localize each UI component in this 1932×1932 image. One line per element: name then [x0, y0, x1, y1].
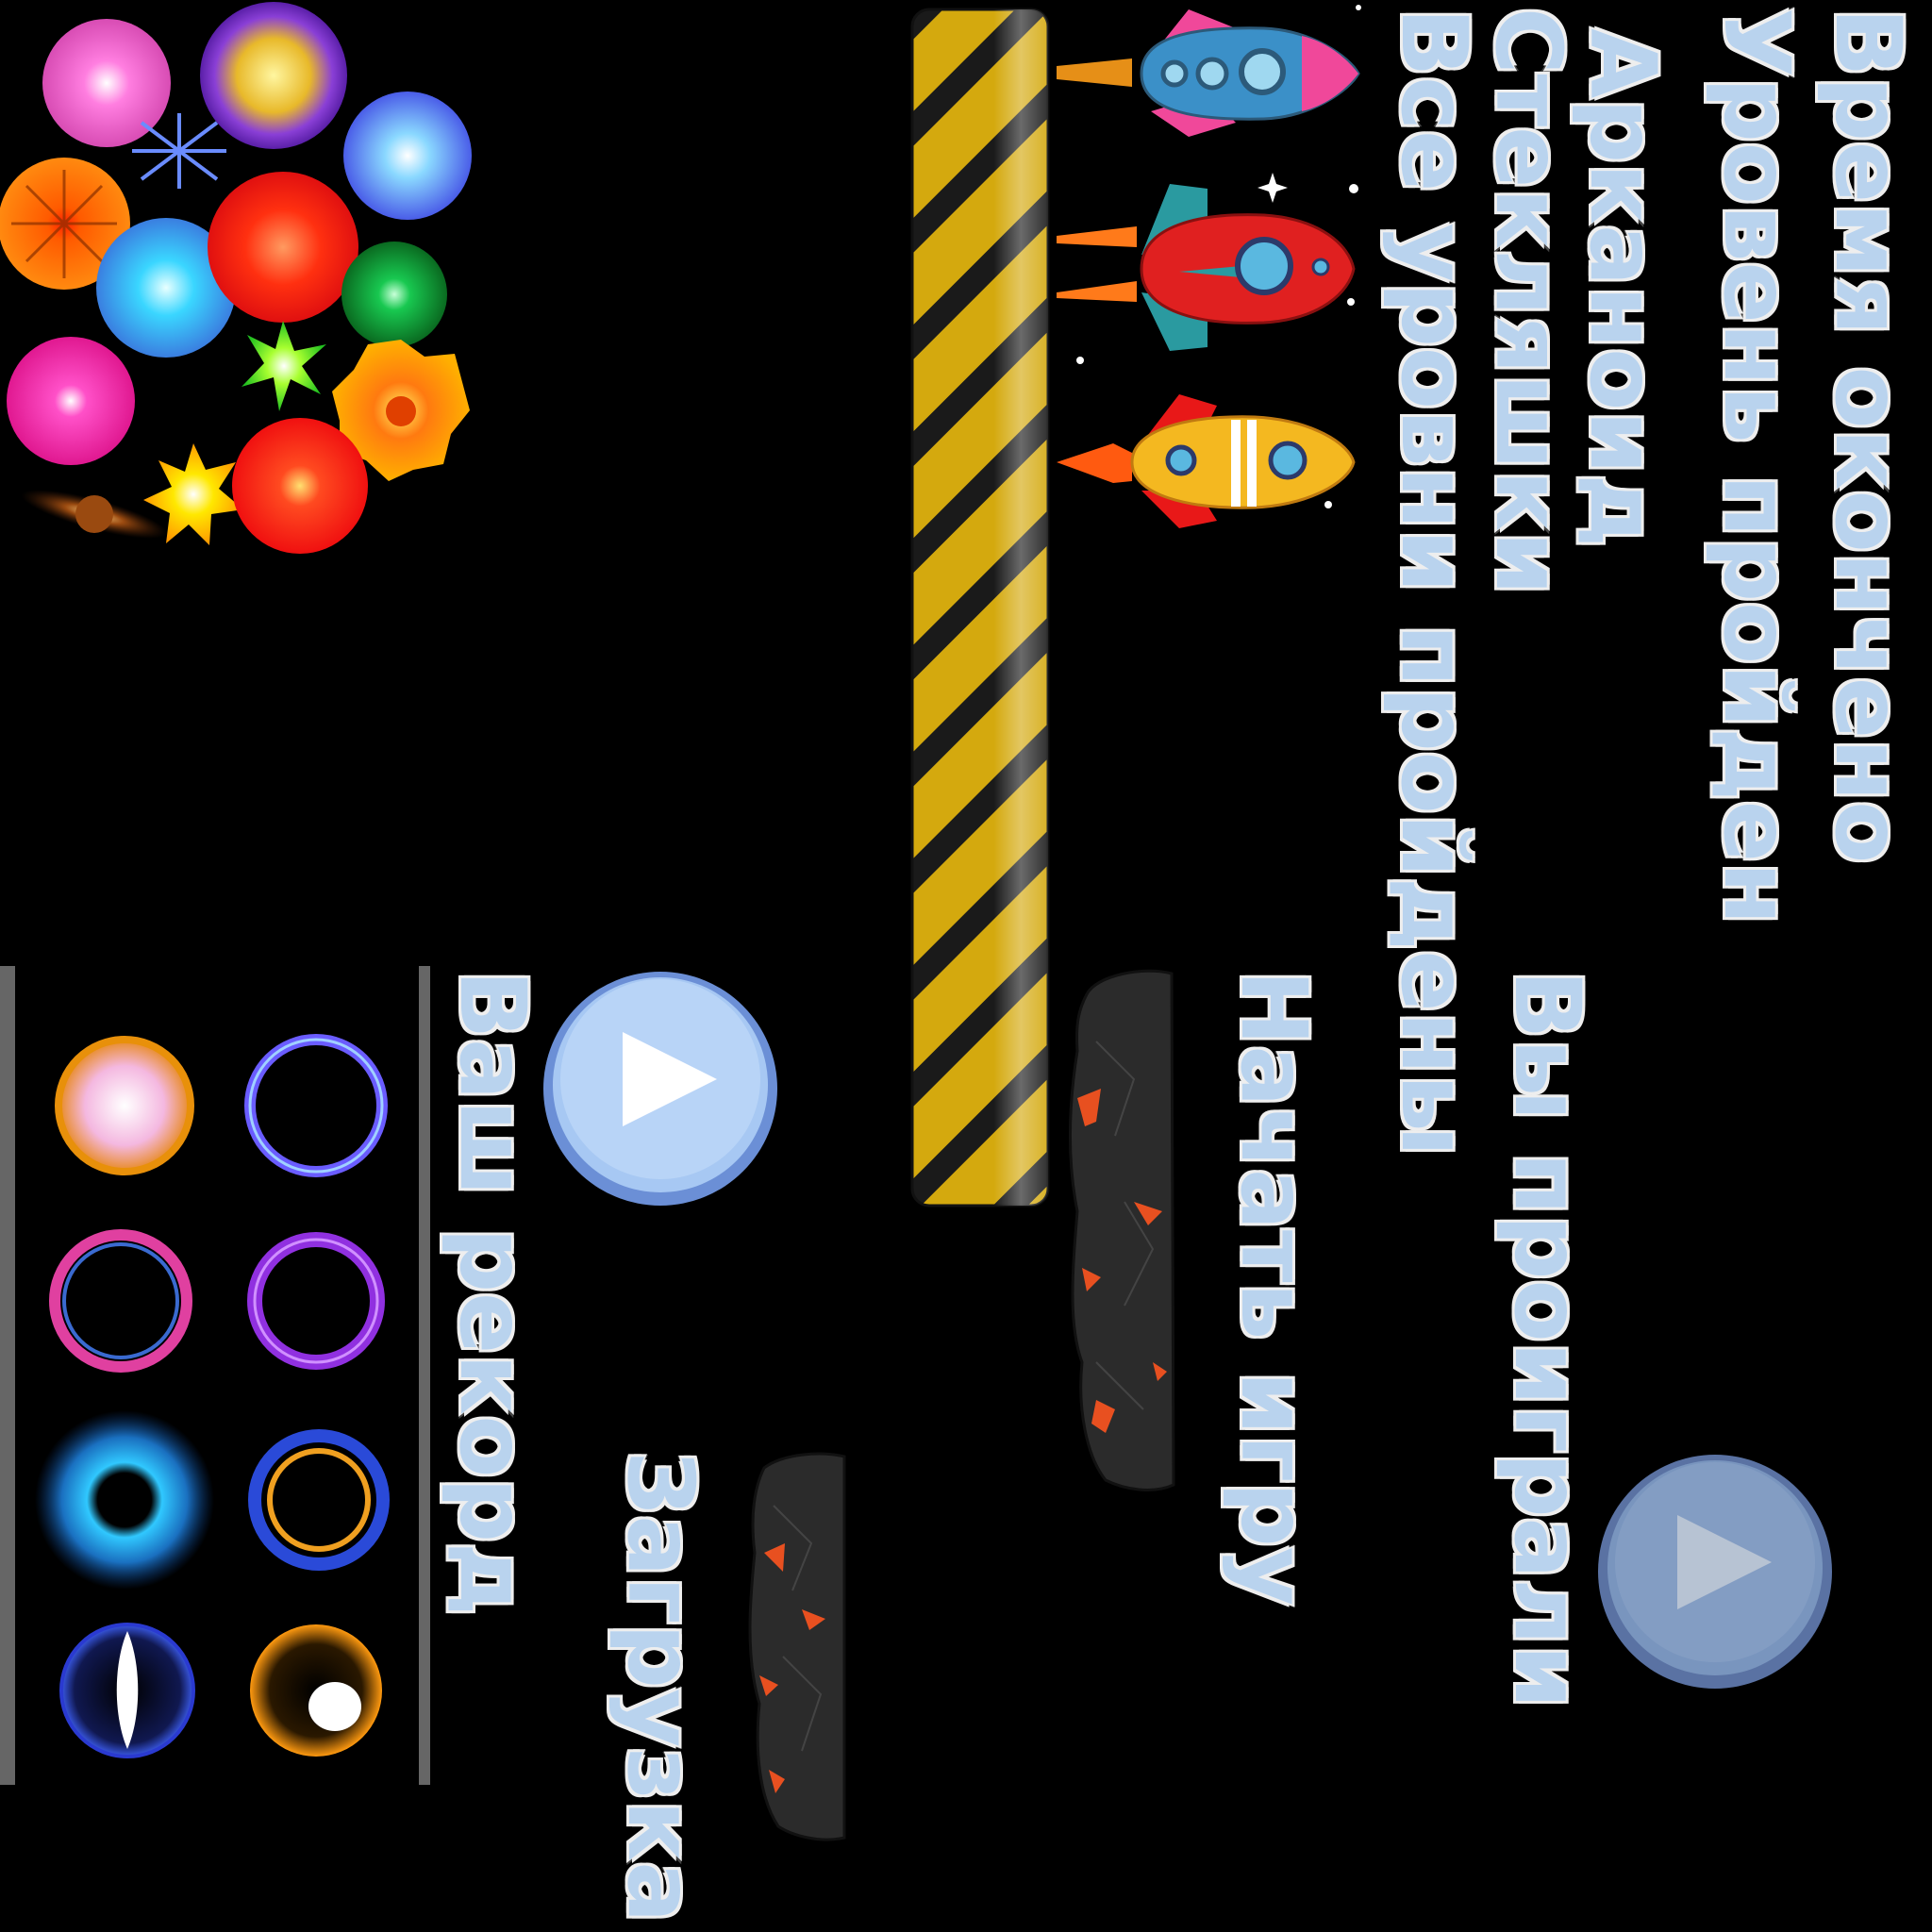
explosion-purple-gold: [200, 2, 347, 149]
explosion-magenta: [7, 337, 135, 465]
play-button-faded[interactable]: [1592, 1449, 1838, 1694]
explosion-red-orb: [232, 418, 368, 554]
ring-dark-blue: [59, 1623, 195, 1758]
explosion-pink: [42, 19, 171, 147]
label-all-levels-passed: Все уровни пройдены: [1379, 6, 1490, 1159]
explosion-sprites: [0, 2, 472, 554]
ring-pink: [49, 1229, 192, 1373]
label-your-record: Ваш рекорд: [438, 968, 548, 1619]
play-button[interactable]: [538, 966, 783, 1211]
divider-right: [419, 966, 430, 1785]
label-glass: Стекляшки: [1474, 6, 1584, 598]
play-icon-faded: [1677, 1515, 1772, 1609]
star-sparkles: [1076, 5, 1361, 508]
label-start-game: Начать игру: [1219, 968, 1329, 1608]
explosion-brown: [21, 490, 168, 539]
ring-pink-orb: [55, 1036, 194, 1175]
rocket-sprites: [1057, 5, 1361, 528]
ring-sprites: [0, 966, 430, 1785]
label-level-passed: Уровень пройден: [1702, 6, 1812, 927]
lava-rock-small: [748, 1452, 846, 1841]
explosion-blue: [343, 92, 472, 220]
explosion-lime: [242, 321, 326, 411]
ring-cyan-spiky: [35, 1410, 214, 1590]
explosion-cyan: [96, 218, 236, 358]
rocket-yellow: [1057, 394, 1356, 528]
lava-rock-large: [1068, 969, 1175, 1491]
explosion-orange: [0, 158, 130, 290]
label-loading: Загрузка: [606, 1449, 716, 1925]
ring-gold-white: [250, 1624, 382, 1757]
label-arkanoid: Арканоид: [1568, 26, 1678, 550]
play-icon: [623, 1032, 717, 1126]
explosion-yellow: [143, 443, 243, 545]
ring-blue: [244, 1034, 388, 1177]
rocket-red: [1057, 184, 1356, 351]
divider-left: [0, 966, 15, 1785]
label-you-lost: Вы проиграли: [1492, 968, 1603, 1711]
explosion-green: [341, 242, 447, 347]
explosion-red: [208, 172, 358, 323]
label-time-over: Время окончено: [1813, 6, 1924, 866]
explosion-orange-burst: [332, 340, 470, 481]
hazard-bar: [910, 8, 1050, 1208]
explosion-blue-spark: [132, 113, 226, 189]
rocket-blue: [1057, 9, 1360, 137]
ring-purple: [247, 1232, 385, 1370]
ring-blue-gold: [248, 1429, 390, 1571]
